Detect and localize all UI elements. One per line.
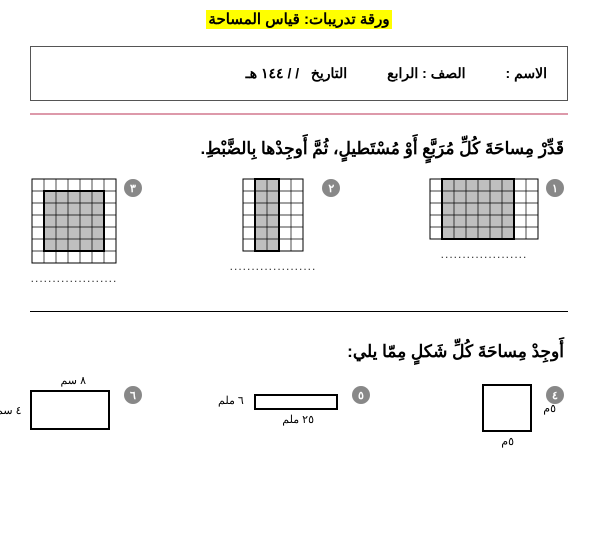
shape-6: ٨ سم ٤ سم (30, 390, 110, 430)
item-2: ٢ .................... (230, 177, 345, 273)
rect-5 (254, 394, 338, 410)
instruction-2: أَوجِدْ مِساحَةَ كُلِّ شَكلٍ مِمّا يلي: (30, 342, 568, 362)
grade-field: الصف : الرابع (387, 65, 465, 82)
page-title: ورقة تدريبات: قياس المساحة (30, 10, 568, 28)
label-6-top: ٨ سم (60, 374, 86, 387)
item-3: ٣ .................... (30, 177, 146, 285)
dots-2: .................... (230, 259, 317, 273)
divider-mid (30, 311, 568, 312)
date-field: التاريخ / / ١٤٤ هـ (246, 65, 348, 82)
label-4-side: ٥م (543, 402, 556, 415)
grid-3 (30, 177, 118, 265)
figure-3: .................... (30, 177, 118, 285)
figure-2: .................... (230, 177, 317, 273)
label-6-side: ٤ سم (0, 404, 22, 417)
item-6: ٦ ٨ سم ٤ سم (30, 384, 146, 430)
badge-1: ١ (546, 179, 564, 197)
label-5-top: ٦ ملم (218, 394, 244, 407)
label-5-bottom: ٢٥ ملم (282, 413, 314, 426)
item-5: ٥ ٦ ملم ٢٥ ملم (254, 384, 374, 410)
instruction-1: قَدِّرْ مِساحَةَ كُلِّ مُرَبَّعٍ أَوْ مُ… (30, 139, 568, 159)
badge-3: ٣ (124, 179, 142, 197)
info-box: الاسم : الصف : الرابع التاريخ / / ١٤٤ هـ (30, 46, 568, 101)
divider-top (30, 113, 568, 115)
row-shapes: ٤ ٥م ٥م ٥ ٦ ملم ٢٥ ملم ٦ ٨ سم ٤ سم (30, 380, 568, 432)
item-4: ٤ ٥م ٥م (482, 384, 568, 432)
dots-3: .................... (31, 271, 118, 285)
title-text: ورقة تدريبات: قياس المساحة (206, 10, 391, 29)
square-4 (482, 384, 532, 432)
badge-6: ٦ (124, 386, 142, 404)
item-1: ١ .................... (428, 177, 568, 261)
grid-2 (241, 177, 305, 253)
badge-5: ٥ (352, 386, 370, 404)
grid-1 (428, 177, 540, 241)
label-4-bottom: ٥م (501, 435, 514, 448)
row-grids: ١ .................... ٢ ...............… (30, 177, 568, 285)
figure-1: .................... (428, 177, 540, 261)
rect-6 (30, 390, 110, 430)
dots-1: .................... (441, 247, 528, 261)
shape-4: ٥م ٥م (482, 384, 532, 432)
name-field: الاسم : (506, 65, 547, 82)
shape-5: ٦ ملم ٢٥ ملم (254, 394, 338, 410)
badge-2: ٢ (322, 179, 340, 197)
